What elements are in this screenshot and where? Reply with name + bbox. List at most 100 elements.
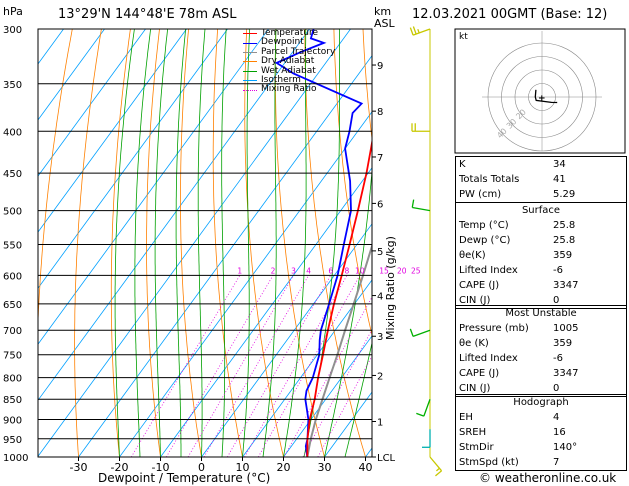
isotherm-line	[283, 335, 372, 457]
pressure-tick-label: 800	[3, 374, 22, 385]
km-tick-label: 1	[377, 418, 383, 429]
km-tick-label: 2	[377, 371, 383, 382]
wind-barb-staff	[429, 456, 443, 472]
legend-item-wet-adiabat: Wet Adiabat	[243, 66, 335, 76]
isotherm-line	[38, 29, 351, 457]
legend-item-parcel: Parcel Trajectory	[243, 47, 335, 57]
x-tick-label: 0	[198, 461, 205, 474]
mixing-ratio-label: 25	[411, 266, 421, 275]
km-axis-label: km	[374, 5, 392, 18]
most-unstable-box: Most Unstable Pressure (mb) 1005 θe (K) 35…	[455, 305, 627, 397]
x-tick-label: 10	[236, 461, 250, 474]
wet-adiabat-line	[154, 29, 168, 457]
pressure-tick-label: 650	[3, 300, 22, 311]
pressure-tick-label: 900	[3, 416, 22, 427]
mixing-ratio-label: 8	[345, 266, 350, 275]
wind-barb-staff	[412, 206, 431, 212]
x-tick-label: -20	[111, 461, 129, 474]
chart-legend: Temperature Dewpoint Parcel Trajectory D…	[243, 28, 335, 95]
isotherm-line	[38, 29, 269, 345]
hpa-axis-label: hPa	[3, 5, 23, 18]
isotherm-line	[38, 29, 105, 121]
isotherm-line	[38, 29, 146, 177]
wind-barb-flag	[416, 412, 425, 417]
legend-item-temperature: Temperature	[243, 28, 335, 38]
km-tick-label: 7	[377, 153, 383, 164]
datetime-header: 12.03.2021 00GMT (Base: 12)	[412, 7, 608, 22]
hodograph-kt-label: kt	[459, 32, 468, 42]
index-row-pw: PW (cm) 5.29	[459, 189, 576, 200]
wind-barb-staff	[412, 28, 431, 36]
isotherm-line	[38, 29, 228, 289]
wet-adiabat-line	[344, 341, 372, 457]
mixing-ratio-line	[227, 275, 332, 457]
mixing-ratio-label: 20	[397, 266, 407, 275]
mixing-ratio-line	[317, 355, 372, 457]
hodo-row-eh: EH 4	[459, 412, 560, 423]
isotherm-line	[242, 279, 372, 457]
x-tick-label: 20	[277, 461, 291, 474]
km-tick-label: LCL	[377, 453, 396, 464]
pressure-tick-label: 750	[3, 351, 22, 362]
mu-row-cin: CIN (J) 0	[459, 383, 560, 394]
index-row-totals: Totals Totals 41	[459, 174, 566, 185]
wet-adiabat-line	[197, 29, 206, 457]
km-tick-label: 6	[377, 199, 383, 210]
hodograph-stats-box: Hodograph EH 4 SREH 16 StmDir 140° StmSpd (…	[455, 394, 627, 471]
dry-adiabat-line	[74, 29, 102, 457]
storm-motion-marker: +	[538, 94, 546, 104]
hodo-row-stmdir: StmDir 140°	[459, 442, 578, 453]
pressure-tick-label: 450	[3, 169, 22, 180]
mixing-ratio-label: 15	[379, 266, 389, 275]
mixing-ratio-label: 2	[271, 266, 276, 275]
x-tick-label: -10	[152, 461, 170, 474]
wind-barb-flag	[411, 199, 415, 208]
wind-barb	[411, 123, 430, 132]
index-row-k: K 34	[459, 159, 566, 170]
pressure-tick-label: 600	[3, 271, 22, 282]
wind-barb-flag	[409, 27, 414, 36]
surface-row-temp: Temp (°C) 25.8	[459, 220, 576, 231]
mixing-ratio-axis-title: Mixing Ratio (g/kg)	[384, 236, 397, 340]
wind-barb-staff	[423, 399, 431, 417]
wind-barb-flag	[409, 328, 414, 337]
isotherm-line	[160, 167, 372, 457]
surface-row-cape: CAPE (J) 3347	[459, 280, 579, 291]
mu-row-li: Lifted Index -6	[459, 353, 563, 364]
wind-barb	[416, 399, 431, 417]
x-tick-label: 30	[318, 461, 332, 474]
mu-row-pressure: Pressure (mb) 1005	[459, 323, 579, 334]
isotherm-line	[38, 29, 310, 401]
dry-adiabat-line	[38, 29, 73, 331]
wet-adiabat-line	[221, 29, 227, 457]
wind-barb	[429, 456, 443, 477]
wind-barb-half-flag	[436, 467, 440, 472]
dry-adiabat-line	[212, 29, 243, 457]
isotherm-line	[201, 223, 372, 457]
pressure-tick-label: 700	[3, 326, 22, 337]
pressure-tick-label: 550	[3, 240, 22, 251]
mixing-ratio-label: 3	[291, 266, 296, 275]
surface-row-dewp: Dewp (°C) 25.8	[459, 235, 576, 246]
x-axis-title: Dewpoint / Temperature (°C)	[98, 471, 271, 485]
wet-adiabat-line	[134, 29, 151, 457]
x-tick-label: 40	[359, 461, 373, 474]
most-unstable-title: Most Unstable	[505, 308, 577, 319]
km-tick-label: 3	[377, 332, 383, 343]
wind-barb-staff	[412, 329, 431, 337]
wind-barb	[411, 199, 431, 212]
isotherm-line	[38, 29, 187, 233]
mu-row-thetae: θe (K) 359	[459, 338, 573, 349]
wind-barb	[409, 328, 431, 337]
dry-adiabat-line	[110, 29, 131, 457]
hodograph-trace	[534, 89, 558, 104]
mixing-ratio-label: 4	[306, 266, 311, 275]
mu-row-cape: CAPE (J) 3347	[459, 368, 579, 379]
pressure-tick-label: 1000	[3, 453, 28, 464]
wet-adiabat-line	[114, 29, 135, 457]
dry-adiabat-line	[362, 29, 372, 142]
legend-item-isotherm: Isotherm	[243, 75, 335, 85]
km-tick-label: 4	[377, 292, 383, 303]
